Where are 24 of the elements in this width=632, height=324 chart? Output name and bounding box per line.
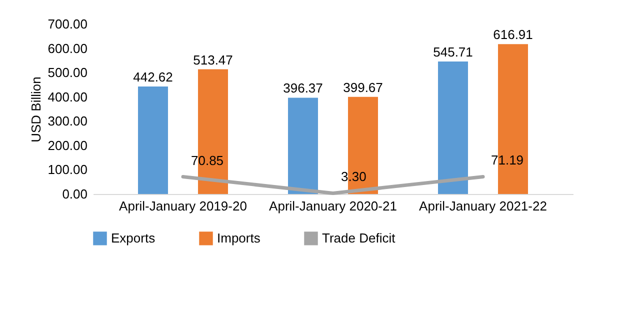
data-label: 396.37: [283, 80, 323, 96]
y-tick-label: 400.00: [48, 89, 88, 104]
legend-label: Exports: [111, 230, 156, 246]
bar: [288, 98, 318, 194]
legend-label: Trade Deficit: [322, 230, 396, 246]
bar: [138, 86, 168, 194]
bar: [438, 61, 468, 194]
y-axis-title: USD Billion: [28, 76, 44, 142]
y-tick-label: 500.00: [48, 65, 88, 80]
data-label: 513.47: [193, 52, 233, 68]
y-tick-label: 300.00: [48, 114, 88, 129]
data-label: 442.62: [133, 70, 173, 85]
x-tick-label: April-January 2020-21: [269, 198, 397, 214]
x-tick-label: April-January 2021-22: [419, 198, 547, 214]
data-label: 616.91: [493, 27, 533, 42]
y-tick-label: 200.00: [48, 138, 88, 153]
x-tick-label: April-January 2019-20: [119, 198, 247, 214]
y-tick-label: 100.00: [48, 162, 88, 178]
data-label: 545.71: [433, 44, 473, 60]
y-tick-label: 0.00: [62, 186, 88, 202]
legend-label: Imports: [217, 230, 261, 246]
y-tick-label: 600.00: [48, 40, 88, 56]
data-label: 399.67: [343, 80, 383, 95]
y-tick-label: 700.00: [48, 16, 88, 32]
